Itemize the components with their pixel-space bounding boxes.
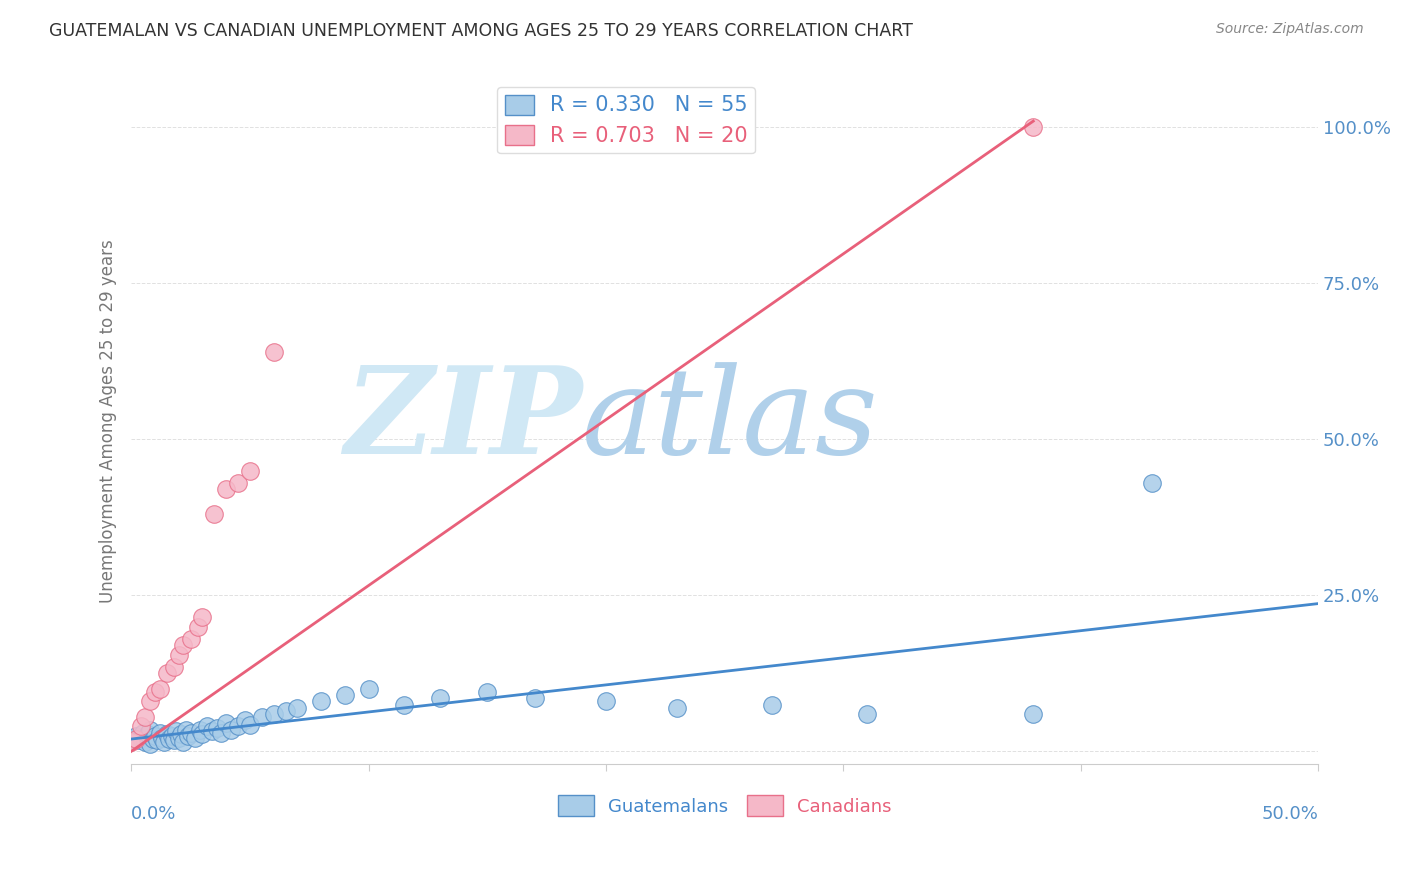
Point [309,694,332,708]
Point [357,681,380,696]
Point [1022,120,1045,135]
Point [394,698,416,712]
Point [1140,476,1163,491]
Point [761,698,783,712]
Point [120,731,142,746]
Point [163,733,186,747]
Point [205,721,228,735]
Point [125,731,148,746]
Point [187,619,209,633]
Point [132,725,155,739]
Point [263,706,285,721]
Point [595,694,617,708]
Point [233,713,256,727]
Y-axis label: Unemployment Among Ages 25 to 29 years: Unemployment Among Ages 25 to 29 years [100,239,117,602]
Point [170,727,193,741]
Point [523,691,546,706]
Point [177,729,200,743]
Point [167,731,190,745]
Point [149,725,172,739]
Point [156,727,179,741]
Legend: Guatemalans, Canadians: Guatemalans, Canadians [551,789,898,823]
Point [146,733,169,747]
Point [156,666,179,681]
Point [219,723,242,737]
Point [167,648,190,662]
Point [239,718,262,732]
Point [139,737,162,751]
Point [157,731,180,746]
Text: atlas: atlas [582,362,879,479]
Point [429,691,451,706]
Point [174,723,197,737]
Point [136,727,159,741]
Point [134,710,156,724]
Point [191,727,214,741]
Point [215,483,238,497]
Point [129,719,152,733]
Point [139,694,162,708]
Point [143,729,166,743]
Point [163,660,186,674]
Point [215,716,238,731]
Point [139,723,162,737]
Point [263,345,285,359]
Point [143,685,166,699]
Point [184,731,207,745]
Point [180,725,202,739]
Text: ZIP: ZIP [344,361,582,480]
Point [211,725,233,739]
Point [172,735,194,749]
Point [202,507,225,521]
Point [172,638,194,652]
Point [333,688,356,702]
Point [129,731,152,745]
Text: GUATEMALAN VS CANADIAN UNEMPLOYMENT AMONG AGES 25 TO 29 YEARS CORRELATION CHART: GUATEMALAN VS CANADIAN UNEMPLOYMENT AMON… [49,22,912,40]
Text: 0.0%: 0.0% [131,805,177,823]
Point [149,681,172,696]
Point [125,729,148,743]
Point [153,735,176,749]
Point [226,719,249,733]
Point [127,733,149,747]
Point [201,724,224,739]
Text: 50.0%: 50.0% [1261,805,1319,823]
Point [180,632,202,646]
Point [150,731,173,745]
Point [165,724,187,739]
Point [120,735,142,749]
Point [250,710,273,724]
Point [274,704,297,718]
Point [195,719,218,733]
Point [856,706,879,721]
Point [666,700,689,714]
Text: Source: ZipAtlas.com: Source: ZipAtlas.com [1216,22,1364,37]
Point [1022,706,1045,721]
Point [160,729,183,743]
Point [226,476,249,491]
Point [134,735,156,749]
Point [191,610,214,624]
Point [287,700,309,714]
Point [239,464,262,478]
Point [142,731,165,746]
Point [477,685,499,699]
Point [188,723,211,737]
